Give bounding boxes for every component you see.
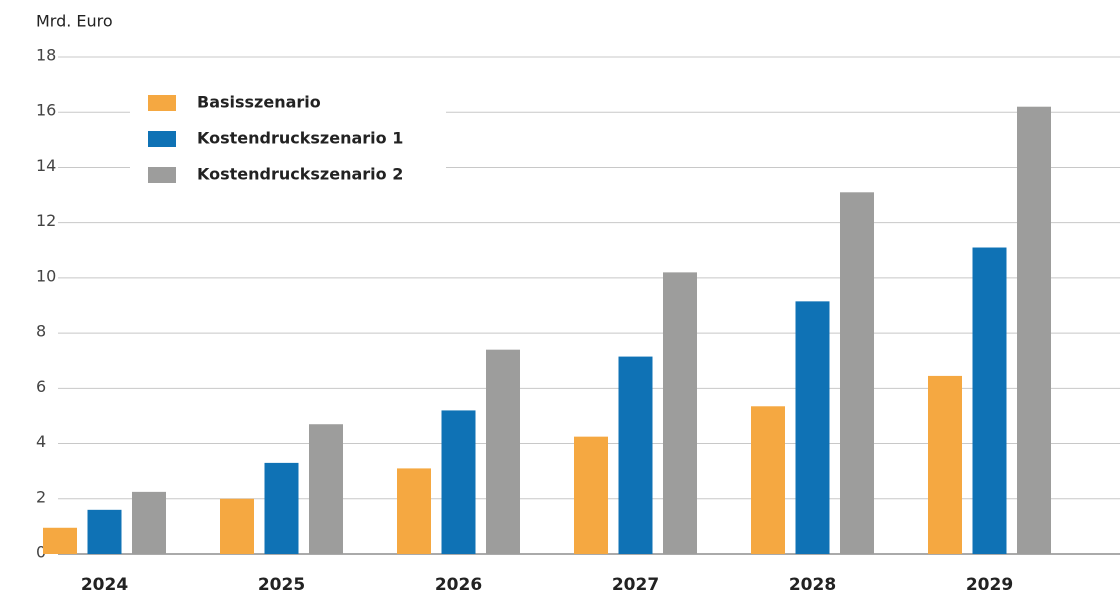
y-tick-label: 16 xyxy=(36,101,56,120)
y-tick-label: 14 xyxy=(36,156,56,175)
legend-label: Kostendruckszenario 2 xyxy=(197,165,403,184)
bar xyxy=(751,406,785,554)
y-tick-label: 0 xyxy=(36,543,46,562)
bar xyxy=(220,498,254,554)
bar xyxy=(397,468,431,554)
bar xyxy=(972,247,1007,554)
x-tick-label: 2029 xyxy=(966,575,1013,595)
x-tick-label: 2025 xyxy=(258,575,305,595)
y-tick-label: 2 xyxy=(36,487,46,506)
y-tick-label: 18 xyxy=(36,46,56,65)
bar xyxy=(795,301,830,554)
y-tick-label: 12 xyxy=(36,211,56,230)
bar xyxy=(132,491,166,554)
x-tick-label: 2028 xyxy=(789,575,836,595)
bar xyxy=(928,375,962,554)
bar xyxy=(840,192,874,555)
bar xyxy=(618,356,653,554)
bar xyxy=(264,462,299,554)
bar xyxy=(441,410,476,554)
y-axis-label: Mrd. Euro xyxy=(36,12,113,31)
legend-swatch xyxy=(148,95,176,111)
bar xyxy=(43,527,77,554)
bar xyxy=(1017,106,1051,554)
legend-box xyxy=(130,80,446,192)
y-tick-label: 8 xyxy=(36,322,46,341)
y-tick-label: 6 xyxy=(36,377,46,396)
bar xyxy=(574,436,608,554)
y-tick-label: 10 xyxy=(36,266,56,285)
legend-swatch xyxy=(148,131,176,147)
legend-swatch xyxy=(148,167,176,183)
legend-label: Basisszenario xyxy=(197,93,321,112)
legend-label: Kostendruckszenario 1 xyxy=(197,129,403,148)
bar xyxy=(309,424,343,554)
x-tick-label: 2026 xyxy=(435,575,482,595)
bar xyxy=(663,272,697,554)
y-tick-label: 4 xyxy=(36,432,46,451)
x-tick-label: 2027 xyxy=(612,575,659,595)
x-tick-label: 2024 xyxy=(81,575,128,595)
bar xyxy=(87,509,122,554)
bar xyxy=(486,349,520,554)
